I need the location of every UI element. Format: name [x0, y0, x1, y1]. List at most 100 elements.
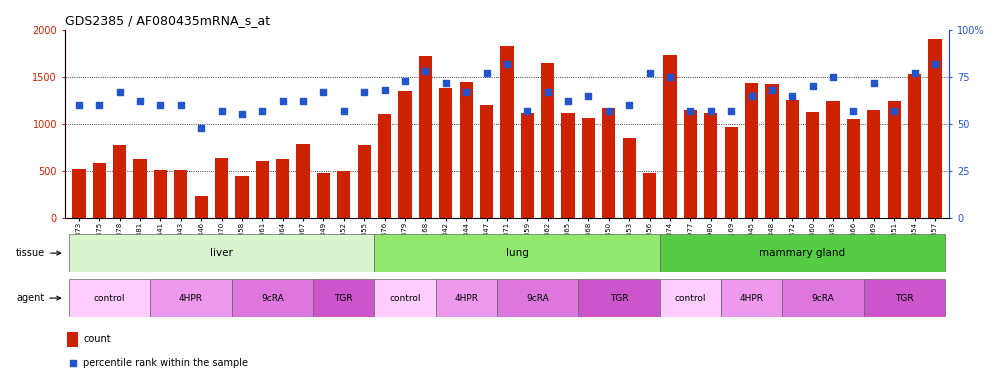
Bar [378, 114, 392, 218]
Text: 9cRA: 9cRA [526, 294, 549, 303]
Bar [521, 112, 534, 218]
Text: mammary gland: mammary gland [759, 248, 846, 258]
Point [336, 108, 352, 114]
Point [887, 108, 903, 114]
Text: percentile rank within the sample: percentile rank within the sample [83, 358, 248, 368]
Point [642, 70, 658, 76]
Bar [888, 101, 901, 217]
Point [417, 68, 433, 74]
Bar [581, 118, 595, 218]
Bar [684, 110, 697, 218]
Point [91, 102, 107, 108]
Bar [864, 279, 945, 317]
Bar [73, 169, 85, 217]
Point [111, 89, 127, 95]
Bar [215, 158, 229, 218]
Point [744, 93, 759, 99]
Point [437, 80, 453, 86]
Text: TGR: TGR [335, 294, 353, 303]
Point [825, 74, 841, 80]
Bar [255, 161, 269, 218]
Bar [847, 119, 860, 218]
Point [621, 102, 637, 108]
Bar [399, 91, 412, 218]
Bar [745, 84, 758, 218]
Bar [313, 279, 375, 317]
Text: agent: agent [16, 293, 61, 303]
Text: control: control [675, 294, 706, 303]
Bar [317, 172, 330, 217]
Text: control: control [93, 294, 125, 303]
Point [662, 74, 678, 80]
Bar [375, 279, 435, 317]
Bar [704, 112, 718, 218]
Bar [439, 88, 452, 218]
Point [561, 98, 577, 104]
Text: tissue: tissue [16, 248, 61, 258]
Point [378, 237, 394, 243]
Text: 4HPR: 4HPR [740, 294, 763, 303]
Point [173, 102, 189, 108]
Bar [337, 171, 351, 217]
Text: 4HPR: 4HPR [179, 294, 203, 303]
Bar [236, 176, 248, 218]
Text: lung: lung [506, 248, 529, 258]
Point [254, 108, 270, 114]
Bar [195, 196, 208, 217]
Point [580, 93, 596, 99]
Bar [69, 234, 375, 272]
Bar [174, 170, 188, 217]
Text: TGR: TGR [896, 294, 913, 303]
Point [152, 102, 168, 108]
Point [458, 89, 474, 95]
Point [683, 108, 699, 114]
Point [907, 70, 922, 76]
Point [764, 87, 780, 93]
Bar [113, 145, 126, 218]
Bar [375, 234, 660, 272]
Point [214, 108, 230, 114]
Bar [92, 163, 106, 218]
Bar [826, 101, 840, 217]
Bar [418, 56, 432, 217]
Text: 9cRA: 9cRA [261, 294, 284, 303]
Point [601, 108, 617, 114]
Bar [232, 279, 313, 317]
Bar [622, 138, 636, 218]
Text: liver: liver [210, 248, 233, 258]
Bar [296, 144, 310, 218]
Bar [765, 84, 778, 218]
Bar [602, 108, 615, 218]
Bar [69, 279, 150, 317]
Bar [276, 159, 289, 218]
Bar [150, 279, 232, 317]
Point [703, 108, 719, 114]
Point [724, 108, 740, 114]
Bar [579, 279, 660, 317]
Point [520, 108, 536, 114]
Bar [785, 100, 799, 218]
Bar [358, 145, 371, 218]
Text: GDS2385 / AF080435mRNA_s_at: GDS2385 / AF080435mRNA_s_at [65, 15, 269, 27]
Point [846, 108, 862, 114]
Point [478, 70, 494, 76]
Bar [480, 105, 493, 218]
Point [784, 93, 800, 99]
Bar [435, 279, 497, 317]
Bar [660, 234, 945, 272]
Point [397, 78, 413, 84]
Point [315, 89, 331, 95]
Bar [133, 159, 147, 218]
Bar [908, 74, 921, 217]
Text: 4HPR: 4HPR [454, 294, 478, 303]
Bar [562, 112, 575, 218]
Bar [721, 279, 782, 317]
Bar [541, 63, 555, 217]
Point [377, 87, 393, 93]
Text: count: count [83, 334, 111, 344]
Bar [782, 279, 864, 317]
Point [234, 111, 249, 117]
Point [71, 102, 86, 108]
Point [274, 98, 290, 104]
Bar [660, 279, 721, 317]
